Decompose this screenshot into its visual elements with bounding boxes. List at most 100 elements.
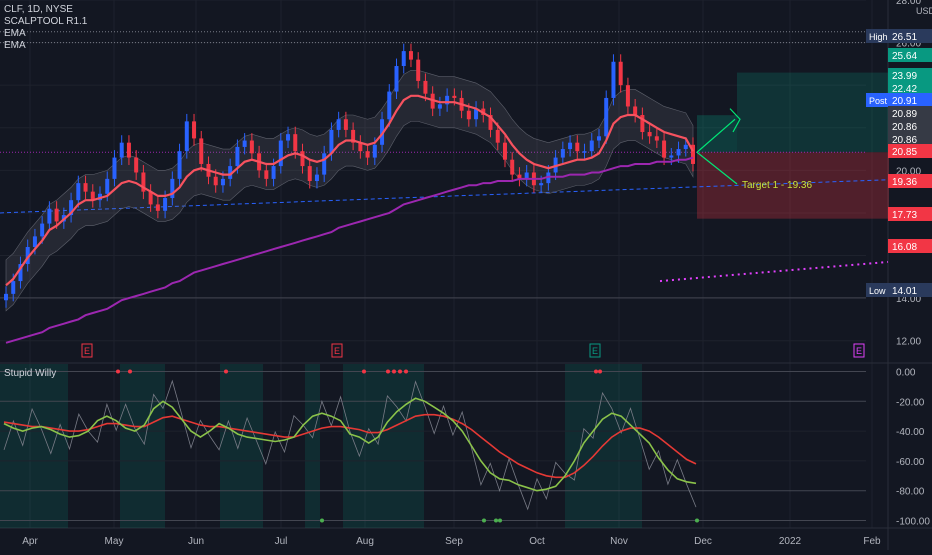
candle <box>358 135 363 159</box>
candle <box>148 184 153 212</box>
candle-body <box>126 142 131 158</box>
candle <box>242 133 247 155</box>
legend-symbol[interactable]: CLF, 1D, NYSE <box>4 4 73 15</box>
candle <box>69 192 74 223</box>
lower-panel-title[interactable]: Stupid Willy <box>4 368 57 379</box>
legend-indicator-ema-2[interactable]: EMA <box>4 40 26 51</box>
candle-body <box>640 114 645 133</box>
candle-body <box>582 151 587 153</box>
legend-indicator-ema-1[interactable]: EMA <box>4 28 26 39</box>
candle-body <box>228 166 233 179</box>
candle-body <box>105 178 110 194</box>
candle <box>76 175 81 208</box>
earnings-letter: E <box>592 346 598 356</box>
osc-top-dot <box>362 369 366 374</box>
osc-top-dot <box>398 369 402 374</box>
price-badge: 20.86 <box>888 119 932 133</box>
candle-body <box>329 129 334 154</box>
candle-body <box>394 66 399 92</box>
candle-body <box>380 119 385 145</box>
candle <box>596 128 601 148</box>
candle <box>192 113 197 146</box>
candle <box>654 128 659 148</box>
earnings-letter: E <box>84 346 90 356</box>
candle <box>112 150 117 187</box>
candle <box>286 126 291 148</box>
candle-body <box>278 140 283 167</box>
price-badge: 20.85 <box>888 144 932 158</box>
legend-indicator-scalptool[interactable]: SCALPTOOL R1.1 <box>4 16 88 27</box>
candle <box>4 286 8 308</box>
badge-value: 20.86 <box>892 122 917 133</box>
candle-body <box>83 183 88 192</box>
candle-body <box>141 172 146 192</box>
candle-body <box>170 178 175 199</box>
price-badge: 20.89 <box>888 106 932 120</box>
candle <box>560 141 565 166</box>
osc-top-dot <box>128 369 132 374</box>
candle-body <box>18 264 23 282</box>
badge-value: 20.89 <box>892 109 917 120</box>
ema-fast-line <box>5 94 694 287</box>
osc-tick: -100.00 <box>896 517 930 528</box>
candle-body <box>112 157 117 179</box>
candle-body <box>662 140 667 158</box>
candle-body <box>314 174 319 181</box>
candle-body <box>242 140 247 147</box>
candle-body <box>524 172 529 179</box>
badge-value-bg <box>888 81 932 95</box>
osc-bottom-dot <box>498 518 502 523</box>
candle-body <box>264 170 269 179</box>
badge-value-bg <box>888 48 932 62</box>
badge-value-bg <box>888 29 932 43</box>
candle <box>408 43 413 68</box>
candle-body <box>358 142 363 152</box>
candle <box>264 162 269 187</box>
candle <box>199 130 204 172</box>
candle <box>423 73 428 102</box>
badge-value-bg <box>888 174 932 188</box>
candle <box>83 175 88 200</box>
candle-body <box>343 119 348 130</box>
candle-body <box>474 108 479 120</box>
candle <box>134 150 139 180</box>
osc-zone <box>120 364 165 528</box>
projection-line <box>659 260 889 283</box>
candle <box>568 135 573 157</box>
candle-body <box>4 293 8 301</box>
time-tick: Nov <box>610 536 628 547</box>
badge-label: Post <box>869 96 888 106</box>
candle-body <box>184 121 189 152</box>
price-badge: 25.64 <box>888 48 932 62</box>
candle-body <box>502 142 507 160</box>
candle-body <box>669 155 674 158</box>
candle-body <box>691 144 695 164</box>
osc-tick: 0.00 <box>896 367 916 378</box>
osc-bottom-dot <box>494 518 498 523</box>
badge-value-bg <box>888 106 932 120</box>
time-tick: Apr <box>22 536 38 547</box>
time-tick: Sep <box>445 536 463 547</box>
candle-body <box>539 183 544 186</box>
price-badge: High 26.51 <box>866 29 932 43</box>
candle <box>387 84 392 127</box>
candle <box>502 135 507 168</box>
candle-body <box>351 129 356 143</box>
earnings-letter: E <box>334 346 340 356</box>
badge-label: High <box>869 32 888 42</box>
target-up-arrow <box>696 118 736 153</box>
candle <box>647 124 652 144</box>
candle <box>18 256 23 289</box>
candle-body <box>423 80 428 94</box>
earnings-marker: E <box>331 343 343 358</box>
price-tick: 14.00 <box>896 294 921 305</box>
candle <box>90 184 95 208</box>
candle <box>141 165 146 200</box>
candle <box>170 171 175 206</box>
earnings-letter: E <box>856 346 862 356</box>
badge-value: 25.64 <box>892 51 917 62</box>
price-tick: 12.00 <box>896 337 921 348</box>
profit-zone <box>737 72 889 153</box>
